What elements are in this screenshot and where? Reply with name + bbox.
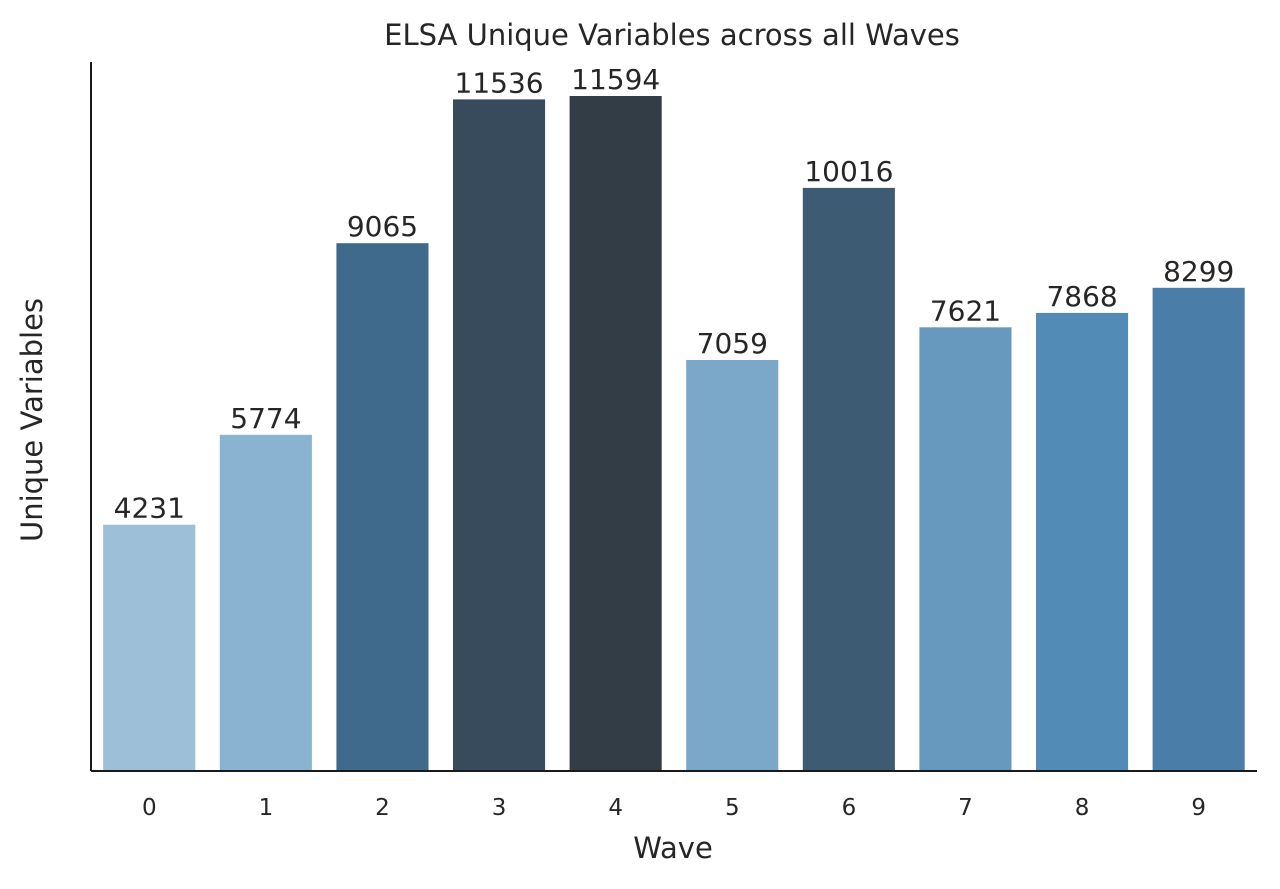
- x-tick-label-9: 9: [1191, 795, 1206, 821]
- x-tick-labels-group: 0 1 2 3 4 5 6 7 8 9: [142, 795, 1206, 821]
- data-label-wave-0: 4231: [114, 492, 185, 525]
- x-tick-label-7: 7: [958, 795, 973, 821]
- y-axis-label: Unique Variables: [15, 298, 49, 542]
- bar-wave-6: [802, 187, 895, 771]
- data-label-wave-5: 7059: [697, 327, 768, 360]
- x-tick-label-1: 1: [259, 795, 274, 821]
- data-label-wave-1: 5774: [230, 402, 301, 435]
- bar-wave-7: [919, 327, 1012, 771]
- bar-wave-8: [1036, 312, 1129, 771]
- data-label-wave-9: 8299: [1163, 255, 1234, 288]
- data-label-wave-2: 9065: [347, 210, 418, 243]
- data-label-wave-3: 11536: [455, 66, 544, 99]
- bar-wave-3: [453, 99, 546, 771]
- x-axis-label: Wave: [633, 831, 713, 865]
- chart-title: ELSA Unique Variables across all Waves: [384, 18, 960, 52]
- bar-wave-0: [103, 524, 196, 771]
- bar-wave-2: [336, 243, 429, 771]
- bar-wave-9: [1152, 287, 1245, 771]
- data-label-wave-8: 7868: [1046, 280, 1117, 313]
- x-tick-label-3: 3: [492, 795, 507, 821]
- data-label-wave-4: 11594: [571, 63, 660, 96]
- bar-wave-1: [219, 434, 312, 771]
- x-tick-label-5: 5: [725, 795, 740, 821]
- bars-group: [103, 96, 1245, 771]
- x-tick-label-4: 4: [608, 795, 623, 821]
- x-tick-label-6: 6: [842, 795, 857, 821]
- data-labels-group: 4231 5774 9065 11536 11594 7059 10016 7621 7868 8…: [114, 63, 1235, 525]
- x-tick-label-8: 8: [1075, 795, 1090, 821]
- x-tick-label-2: 2: [375, 795, 390, 821]
- data-label-wave-6: 10016: [804, 155, 893, 188]
- bar-wave-4: [569, 96, 662, 771]
- x-tick-label-0: 0: [142, 795, 157, 821]
- data-label-wave-7: 7621: [930, 294, 1001, 327]
- bar-wave-5: [686, 360, 779, 771]
